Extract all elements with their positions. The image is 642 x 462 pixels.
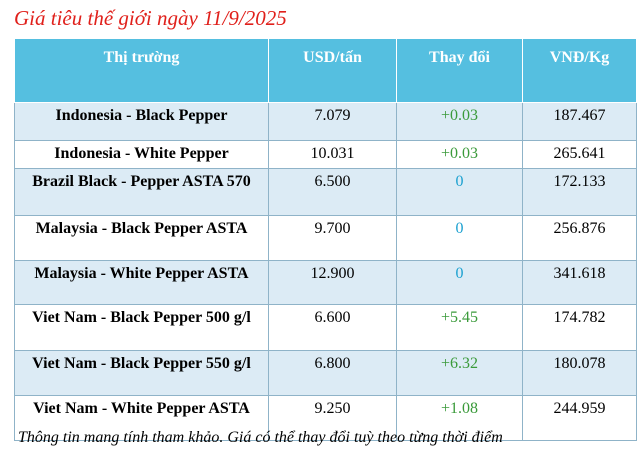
- value-cell: 187.467: [522, 102, 637, 141]
- market-cell: Viet Nam - Black Pepper 550 g/l: [14, 350, 269, 396]
- market-cell: Malaysia - White Pepper ASTA: [14, 260, 269, 305]
- header-row: Thị trường USD/tấn Thay đổi VNĐ/Kg: [14, 38, 637, 103]
- value-cell: 265.641: [522, 140, 637, 169]
- value-cell: 9.250: [268, 395, 397, 441]
- header-cell: VNĐ/Kg: [522, 38, 637, 103]
- value-cell: 6.500: [268, 168, 397, 216]
- market-cell: Indonesia - White Pepper: [14, 140, 269, 169]
- header-cell: Thị trường: [14, 38, 269, 103]
- value-cell: 341.618: [522, 260, 637, 305]
- table-row: Indonesia - Black Pepper 7.079 +0.03 187.46…: [14, 102, 637, 141]
- table-row: Viet Nam - Black Pepper 550 g/l 6.800 +6.3…: [14, 350, 637, 396]
- value-cell: 9.700: [268, 215, 397, 261]
- value-cell: 10.031: [268, 140, 397, 169]
- value-cell: 6.800: [268, 350, 397, 396]
- table-row: Malaysia - Black Pepper ASTA 9.700 0 256.87…: [14, 215, 637, 261]
- market-cell: Viet Nam - White Pepper ASTA: [14, 395, 269, 441]
- price-table: Thị trường USD/tấn Thay đổi VNĐ/Kg Indonesi…: [14, 38, 637, 441]
- value-cell: 174.782: [522, 304, 637, 351]
- table-body: Indonesia - Black Pepper 7.079 +0.03 187.46…: [14, 102, 637, 441]
- footnote: Thông tin mang tính tham khảo. Giá có th…: [18, 429, 503, 446]
- value-cell: 244.959: [522, 395, 637, 441]
- value-cell: 0: [396, 168, 523, 216]
- value-cell: 180.078: [522, 350, 637, 396]
- value-cell: 12.900: [268, 260, 397, 305]
- value-cell: 0: [396, 260, 523, 305]
- value-cell: 172.133: [522, 168, 637, 216]
- value-cell: 0: [396, 215, 523, 261]
- market-cell: Brazil Black - Pepper ASTA 570: [14, 168, 269, 216]
- title: Giá tiêu thế giới ngày 11/9/2025: [14, 6, 287, 30]
- table-row: Viet Nam - White Pepper ASTA 9.250 +1.08 24…: [14, 395, 637, 441]
- value-cell: +6.32: [396, 350, 523, 396]
- market-cell: Viet Nam - Black Pepper 500 g/l: [14, 304, 269, 351]
- header-cell: USD/tấn: [268, 38, 397, 103]
- market-cell: Indonesia - Black Pepper: [14, 102, 269, 141]
- market-cell: Malaysia - Black Pepper ASTA: [14, 215, 269, 261]
- value-cell: 6.600: [268, 304, 397, 351]
- value-cell: +0.03: [396, 102, 523, 141]
- table-row: Malaysia - White Pepper ASTA 12.900 0 341.6…: [14, 260, 637, 305]
- table-row: Viet Nam - Black Pepper 500 g/l 6.600 +5.4…: [14, 304, 637, 351]
- value-cell: +0.03: [396, 140, 523, 169]
- table-row: Indonesia - White Pepper 10.031 +0.03 265.6…: [14, 140, 637, 169]
- header-cell: Thay đổi: [396, 38, 523, 103]
- value-cell: 7.079: [268, 102, 397, 141]
- table-row: Brazil Black - Pepper ASTA 570 6.500 0 172.…: [14, 168, 637, 216]
- value-cell: 256.876: [522, 215, 637, 261]
- value-cell: +5.45: [396, 304, 523, 351]
